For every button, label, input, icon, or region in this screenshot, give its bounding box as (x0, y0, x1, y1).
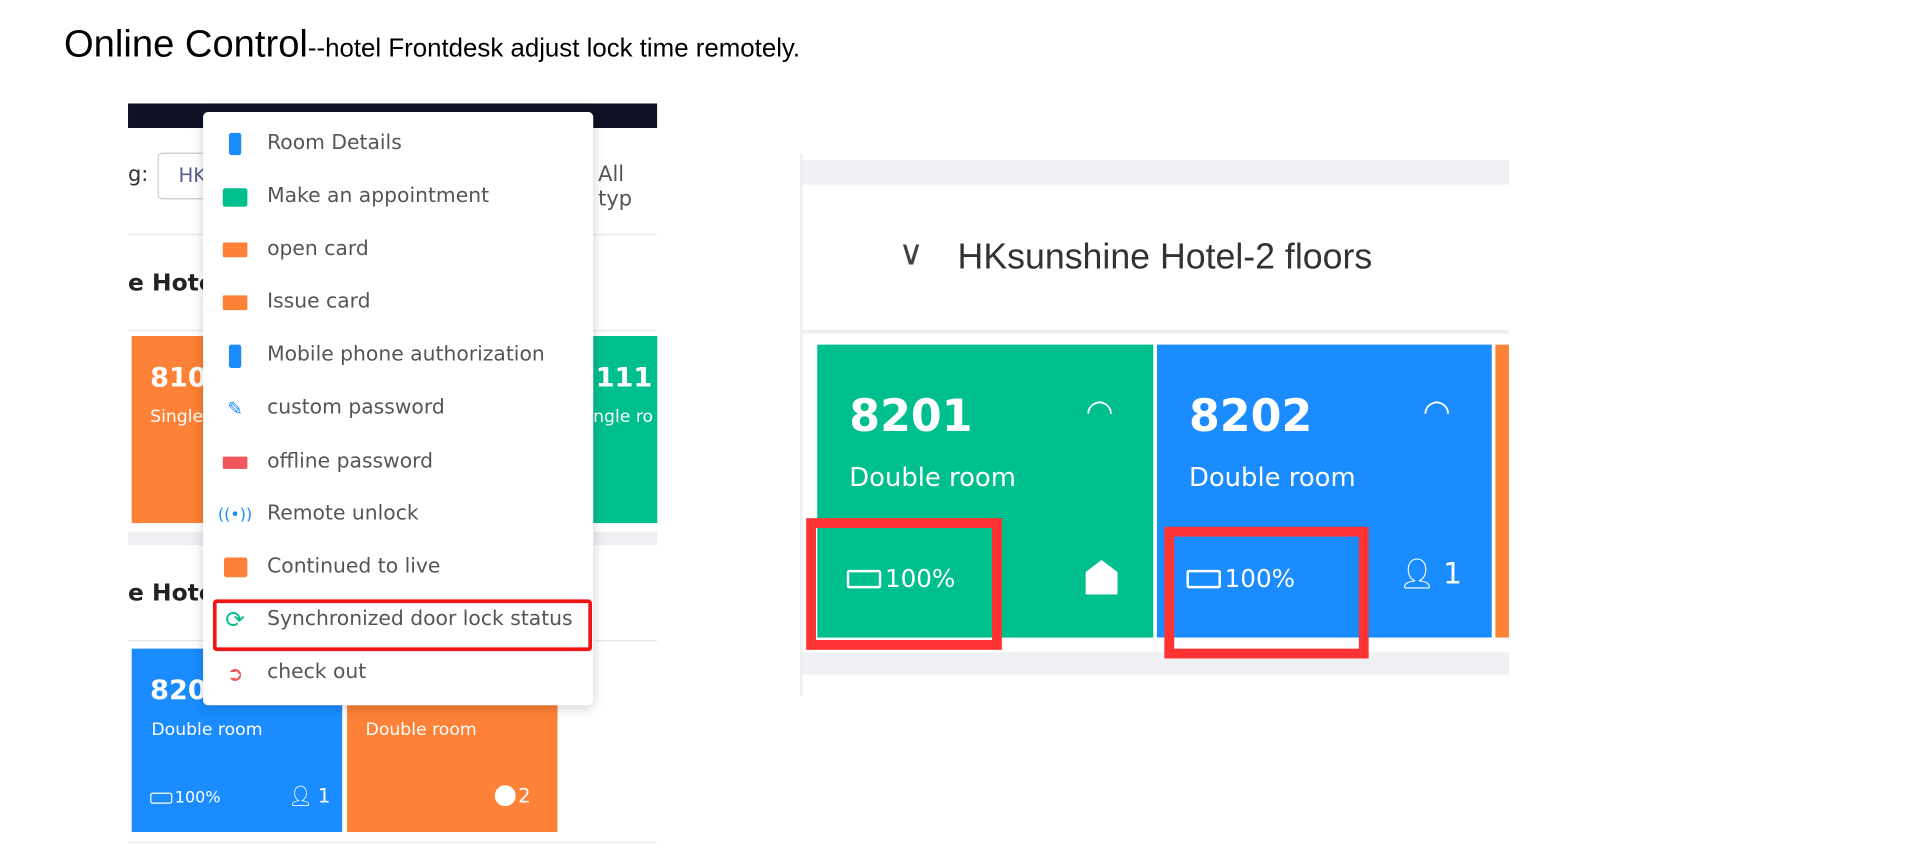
menu-item-check-out[interactable]: ➲ check out (203, 649, 593, 698)
page-heading: Online Control--hotel Frontdesk adjust l… (64, 22, 800, 66)
menu-item-label: Room Details (267, 130, 402, 154)
menu-item-room-details[interactable]: Room Details (203, 119, 593, 168)
battery-status: 100% (150, 788, 221, 808)
room-type: Double room (849, 462, 1016, 493)
room-tile[interactable]: 111 ingle ro (588, 336, 658, 524)
room-context-menu: Room Details Make an appointment open ca… (203, 112, 594, 706)
battery-level: 100% (174, 788, 221, 808)
phone-icon (223, 343, 248, 368)
menu-item-custom-password[interactable]: ✎ custom password (203, 384, 593, 433)
menu-item-mobile-authorization[interactable]: Mobile phone authorization (203, 331, 593, 380)
top-band (802, 160, 1509, 185)
room-number: 8202 (1188, 391, 1313, 442)
menu-item-label: Mobile phone authorization (267, 342, 545, 366)
room-type: Single (150, 407, 204, 428)
room-status-zoom: ∨ HKsunshine Hotel-2 floors 8201 Double … (800, 153, 1509, 696)
chevron-down-icon[interactable]: ∨ (898, 232, 924, 274)
room-number: 111 (595, 363, 653, 394)
heading-sub: --hotel Frontdesk adjust lock time remot… (307, 34, 801, 63)
guest-count: 👤︎ 1 (288, 784, 330, 807)
menu-item-label: Continued to live (267, 553, 441, 578)
menu-item-label: Issue card (267, 289, 371, 313)
battery-icon (846, 569, 882, 588)
menu-item-label: custom password (267, 395, 445, 419)
menu-item-remote-unlock[interactable]: ((•)) Remote unlock (203, 490, 593, 539)
room-tile-8202[interactable]: 8202 Double room ◠ 100% 👤︎ 1 (1156, 344, 1492, 638)
divider (128, 841, 658, 844)
menu-item-open-card[interactable]: open card (203, 225, 593, 274)
battery-icon (1186, 569, 1221, 588)
exit-icon: ➲ (226, 661, 244, 685)
card-icon (222, 290, 248, 315)
room-number: 820 (150, 675, 207, 707)
floor-group-title: HKsunshine Hotel-2 floors (957, 237, 1373, 277)
wifi-icon: ◠ (1422, 393, 1451, 431)
antenna-icon: ((•)) (217, 505, 253, 524)
calendar-icon (223, 555, 248, 580)
menu-item-sync-lock-status[interactable]: ⟳ Synchronized door lock status (203, 596, 593, 645)
battery-status: 100% (846, 563, 956, 594)
filter-value: HK (178, 163, 207, 188)
pending-count: 2 (494, 784, 531, 808)
clock-icon (494, 785, 516, 807)
home-icon (1085, 560, 1118, 595)
battery-level: 100% (884, 563, 956, 594)
filter-label: g: (128, 162, 149, 188)
heading-main: Online Control (64, 22, 308, 66)
group-title: e Hote (128, 579, 215, 607)
wifi-icon: ◠ (1085, 393, 1114, 431)
door-icon (223, 132, 248, 157)
menu-item-label: Synchronized door lock status (267, 606, 573, 631)
room-number: 8201 (849, 391, 973, 442)
battery-level: 100% (1224, 563, 1296, 594)
room-tile-8201[interactable]: 8201 Double room ◠ 100% (817, 344, 1154, 638)
battery-icon (150, 792, 173, 804)
battery-status: 100% (1186, 563, 1296, 594)
room-type: Double room (1188, 462, 1356, 493)
group-title: e Hote (128, 269, 215, 297)
menu-item-label: Remote unlock (267, 500, 419, 525)
sync-icon: ⟳ (225, 606, 245, 634)
guest-count: 👤︎ 1 (1398, 556, 1462, 590)
person-icon: 👤︎ (288, 784, 314, 808)
room-type: Double room (151, 720, 263, 740)
menu-item-issue-card[interactable]: Issue card (203, 278, 593, 327)
menu-item-label: check out (267, 659, 367, 684)
room-type-filter[interactable]: All typ (598, 162, 633, 212)
menu-item-continued-to-live[interactable]: Continued to live (203, 543, 593, 592)
menu-item-label: offline password (267, 449, 434, 473)
divider (802, 329, 1509, 334)
highlight-annotation (212, 599, 593, 652)
calendar-icon (222, 185, 248, 210)
battery-highlight-annotation (806, 518, 1002, 650)
menu-item-label: Make an appointment (267, 183, 490, 207)
room-type: ingle ro (588, 407, 654, 428)
menu-item-offline-password[interactable]: offline password (203, 438, 593, 487)
card-icon (222, 238, 248, 263)
guest-number: 1 (1443, 556, 1462, 591)
menu-item-label: open card (267, 236, 369, 260)
battery-highlight-annotation (1164, 526, 1369, 659)
bottom-band (802, 652, 1509, 675)
room-type: Double room (365, 720, 477, 740)
password-icon (222, 450, 248, 475)
menu-item-make-appointment[interactable]: Make an appointment (203, 172, 593, 221)
guest-number: 1 (317, 784, 331, 808)
pen-icon: ✎ (227, 397, 243, 420)
room-number: 810 (150, 363, 207, 394)
room-tile-partial[interactable] (1495, 344, 1509, 638)
person-icon: 👤︎ (1398, 556, 1436, 591)
pending-number: 2 (518, 784, 531, 808)
